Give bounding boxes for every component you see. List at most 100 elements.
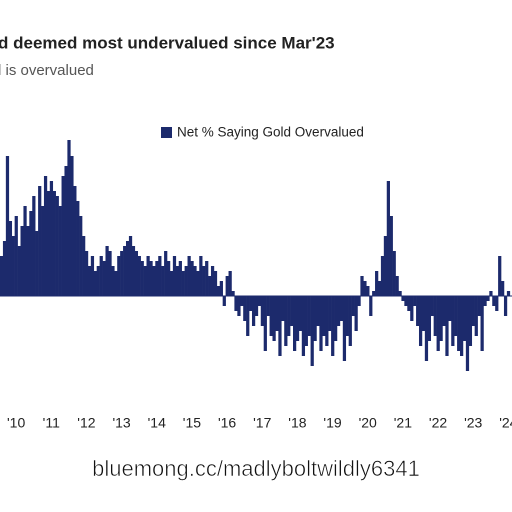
bar (125, 241, 130, 296)
bar (169, 271, 174, 296)
bar (483, 296, 487, 306)
bar (342, 296, 347, 361)
bar (222, 296, 226, 306)
bar (427, 296, 432, 341)
bar (79, 216, 83, 296)
bar (410, 296, 414, 321)
bar (322, 296, 326, 336)
bar (313, 296, 317, 341)
bar (401, 296, 405, 301)
chart-title: d deemed most undervalued since Mar'23 (0, 33, 335, 52)
bar (360, 276, 364, 296)
bar (348, 296, 352, 346)
bar (202, 266, 206, 296)
bar (492, 296, 496, 306)
bar (219, 281, 223, 296)
bar (386, 181, 390, 296)
bar (249, 296, 253, 311)
bar (161, 266, 165, 296)
bar (369, 296, 373, 316)
bar (96, 266, 100, 296)
bar (167, 261, 171, 296)
bar (17, 246, 21, 296)
bar (272, 296, 276, 341)
bar (82, 236, 86, 296)
bar (377, 281, 382, 296)
bar (424, 296, 429, 361)
bar (290, 296, 294, 326)
bar (123, 246, 127, 296)
bar (208, 276, 212, 296)
bar (462, 296, 467, 341)
bar (243, 296, 247, 321)
bar (84, 251, 89, 296)
bar (260, 296, 264, 326)
bar (193, 266, 197, 296)
bar (287, 296, 291, 336)
bar (190, 261, 194, 296)
bar (87, 266, 92, 296)
bar (251, 296, 256, 326)
bar (23, 206, 27, 296)
bar (8, 221, 13, 296)
bar (295, 296, 300, 341)
bar (304, 296, 308, 346)
bar (93, 271, 97, 296)
bar (67, 140, 71, 296)
bar (131, 246, 136, 296)
bar (184, 266, 188, 296)
bar (275, 296, 279, 331)
bar (52, 191, 56, 296)
bar (32, 196, 36, 296)
bar (178, 261, 182, 296)
bar (237, 296, 241, 316)
bar (334, 296, 338, 341)
bar (254, 296, 259, 316)
x-tick-label: '11 (43, 415, 60, 431)
bar (480, 296, 484, 351)
bar (298, 296, 303, 331)
bar (416, 296, 420, 326)
bar (240, 296, 244, 306)
bar (199, 256, 203, 296)
bar (395, 276, 399, 296)
bar (76, 201, 80, 296)
bar (430, 296, 434, 316)
bar (460, 296, 464, 356)
watermark: bluemong.cc/madlyboltwildly6341 (92, 456, 420, 481)
bar (73, 186, 77, 296)
bar (11, 236, 15, 296)
bar (495, 296, 499, 311)
bar (108, 251, 112, 296)
bar (35, 231, 39, 296)
x-tick-label: '13 (112, 415, 130, 431)
bar (117, 256, 121, 296)
bar (328, 296, 332, 331)
bar (0, 256, 4, 296)
bar (404, 296, 408, 306)
bar (102, 261, 106, 296)
bar (316, 296, 320, 326)
bar (128, 236, 133, 296)
bar (152, 266, 156, 296)
x-tick-label: '20 (359, 415, 377, 431)
bar (325, 296, 329, 346)
bar (465, 296, 470, 371)
bar (433, 296, 437, 336)
bar (413, 296, 417, 306)
bar (354, 296, 358, 331)
bar (372, 291, 376, 296)
legend-swatch (161, 127, 172, 138)
bar (383, 236, 388, 296)
bar (205, 261, 209, 296)
x-tick-label: '12 (77, 415, 95, 431)
bar (284, 296, 288, 346)
bar (319, 296, 323, 351)
bar (380, 256, 385, 296)
bar (474, 296, 478, 336)
bar (281, 296, 285, 321)
bar (278, 296, 282, 356)
bar (38, 186, 42, 296)
bar (5, 156, 10, 296)
